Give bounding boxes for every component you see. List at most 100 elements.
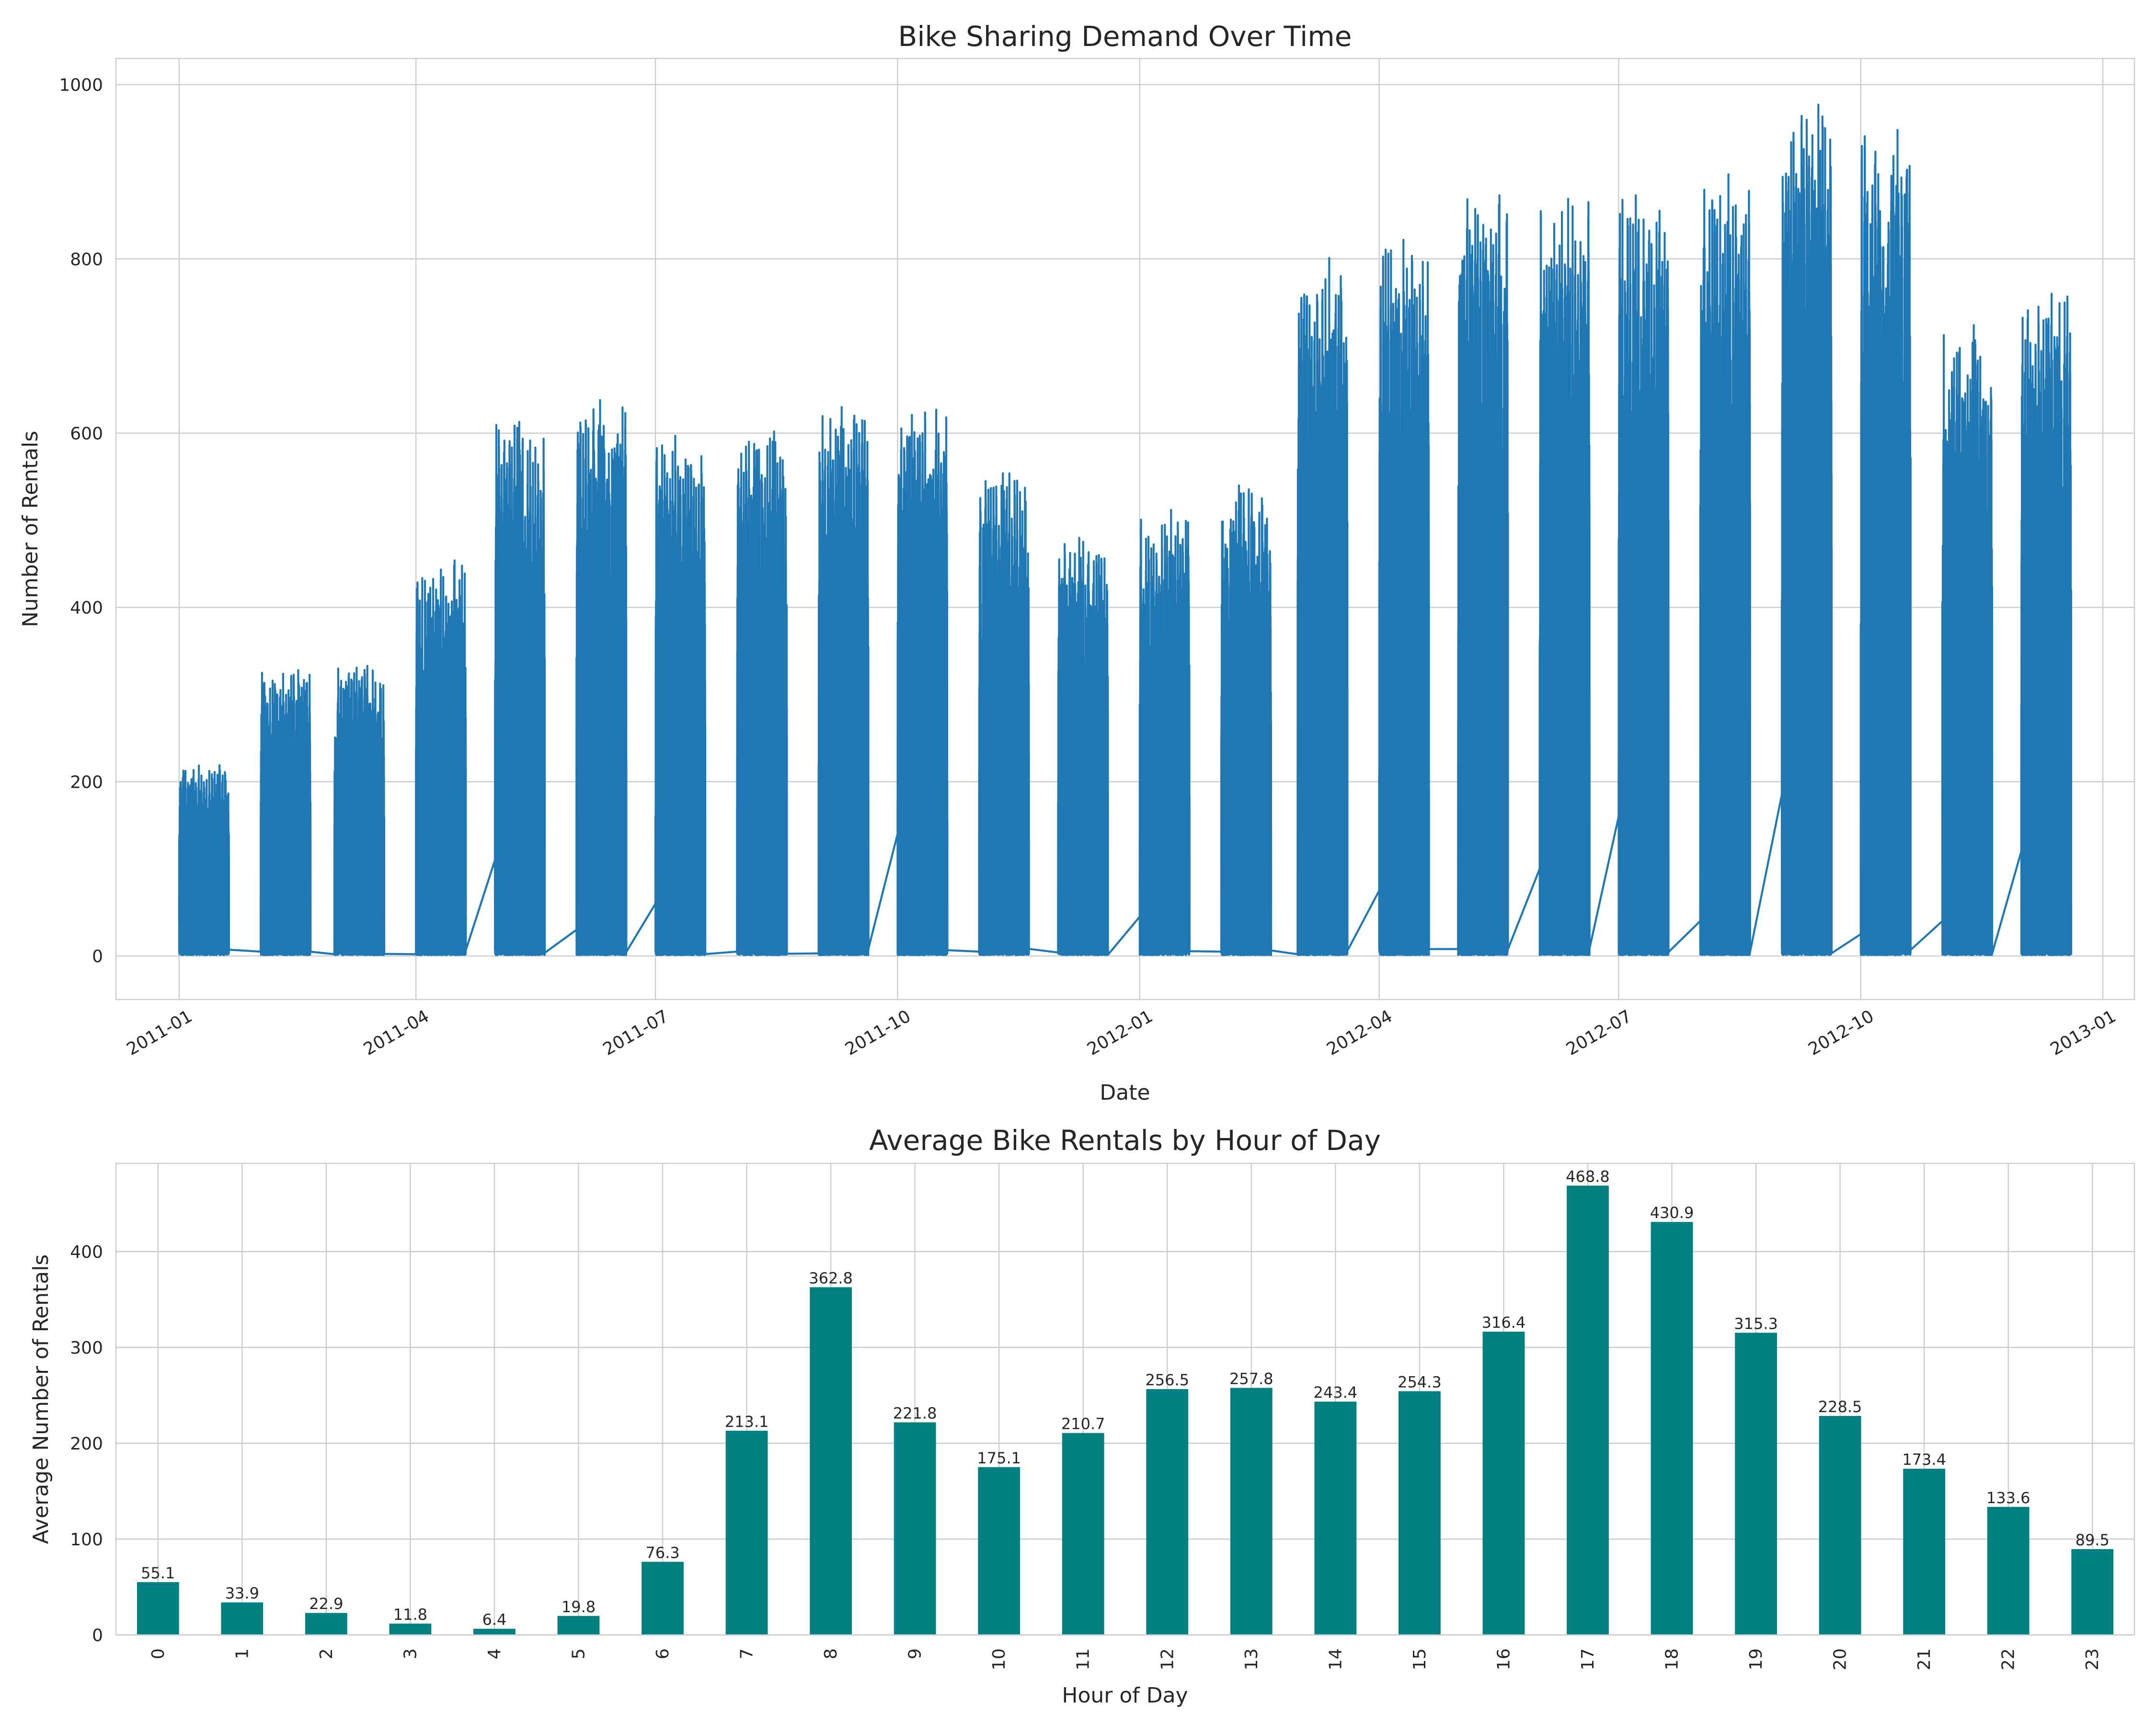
bar-data-label: 468.8 [1566, 1167, 1610, 1185]
bar-data-label: 315.3 [1734, 1314, 1778, 1333]
line-chart-frame [115, 58, 2135, 1000]
bar-hour-20 [1819, 1416, 1861, 1635]
bar-chart-x-label: Hour of Day [1062, 1683, 1188, 1708]
bar-hour-0 [137, 1582, 179, 1635]
bar-chart-frame [115, 1162, 2135, 1636]
bar-chart-y-tick-label: 100 [70, 1530, 103, 1550]
bar-chart-x-tick-label: 10 [989, 1648, 1009, 1670]
bar-chart-x-tick-label: 8 [821, 1648, 841, 1659]
bar-chart-x-tick-label: 11 [1074, 1648, 1093, 1670]
bar-hour-17 [1567, 1185, 1609, 1635]
bar-chart-y-ticks: 0 100 200 300 400 [70, 1242, 103, 1645]
bar-chart-x-tick-label: 22 [1999, 1648, 2018, 1670]
line-chart-y-tick-label: 200 [70, 772, 103, 792]
bar-chart-x-tick-label: 6 [653, 1648, 673, 1659]
bar-hour-16 [1482, 1332, 1525, 1635]
bar-chart-x-ticks: 0 1 2 3 4 5 6 7 8 9 10 11 12 13 14 15 16 17 18 19 20 21 22 23 [149, 1648, 2102, 1670]
bar-data-label: 55.1 [141, 1564, 175, 1582]
bar-chart-x-tick-label: 3 [401, 1648, 420, 1659]
line-chart-series-line [178, 104, 2072, 956]
bar-chart-y-tick-label: 300 [70, 1338, 103, 1358]
bar-hour-21 [1903, 1469, 1946, 1635]
bar-data-label: 257.8 [1229, 1369, 1273, 1388]
bar-hour-12 [1146, 1389, 1189, 1635]
bar-chart-x-tick-label: 14 [1326, 1648, 1345, 1670]
bar-hour-8 [810, 1287, 852, 1635]
bar-data-label: 316.4 [1482, 1313, 1526, 1332]
bar-hour-19 [1735, 1333, 1777, 1635]
bar-data-label: 11.8 [393, 1605, 427, 1623]
bar-chart-x-tick-label: 16 [1494, 1648, 1514, 1670]
line-chart-y-ticks: 0 200 400 600 800 1000 [59, 76, 103, 967]
line-chart-y-label: Number of Rentals [18, 431, 43, 627]
bar-hour-1 [221, 1602, 264, 1635]
bar-data-label: 19.8 [562, 1598, 596, 1616]
bar-hour-2 [305, 1613, 347, 1635]
bar-hour-18 [1651, 1222, 1693, 1635]
bar-data-label: 22.9 [309, 1595, 343, 1613]
bar-data-label: 430.9 [1650, 1204, 1694, 1222]
bar-hour-9 [894, 1422, 936, 1635]
bar-chart-x-tick-label: 2 [317, 1648, 336, 1659]
bar-data-label: 175.1 [977, 1449, 1021, 1467]
bar-hour-7 [725, 1430, 768, 1635]
bar-data-label: 89.5 [2076, 1531, 2110, 1549]
bar-chart-x-tick-label: 9 [906, 1648, 925, 1659]
line-chart-title: Bike Sharing Demand Over Time [898, 20, 1352, 53]
line-chart-y-tick-label: 1000 [59, 76, 103, 95]
bar-chart-x-tick-label: 1 [232, 1648, 252, 1659]
bar-data-label: 33.9 [225, 1584, 259, 1602]
bar-chart-x-tick-label: 23 [2083, 1648, 2102, 1670]
line-chart-y-tick-label: 400 [70, 598, 103, 618]
bar-chart-x-tick-label: 21 [1915, 1648, 1934, 1670]
bar-hour-14 [1314, 1402, 1357, 1635]
bar-hour-3 [389, 1623, 432, 1635]
bar-data-label: 243.4 [1314, 1383, 1358, 1402]
bar-chart-y-tick-label: 400 [70, 1242, 103, 1262]
bar-chart-y-tick-label: 0 [92, 1626, 103, 1645]
bar-chart-x-tick-label: 15 [1410, 1648, 1430, 1670]
bar-chart-x-tick-label: 12 [1158, 1648, 1177, 1670]
bar-chart-x-tick-label: 7 [737, 1648, 757, 1659]
bar-chart-data-labels: 55.1 33.9 22.9 11.8 6.4 19.8 76.3 213.1 362.8 221… [141, 1167, 2110, 1629]
line-chart-y-tick-label: 600 [70, 424, 103, 444]
bar-data-label: 133.6 [1986, 1489, 2030, 1507]
bar-data-label: 210.7 [1061, 1415, 1105, 1433]
bar-data-label: 256.5 [1145, 1371, 1189, 1389]
line-chart-series [178, 104, 2072, 956]
bar-chart-x-tick-label: 19 [1746, 1648, 1766, 1670]
bar-data-label: 254.3 [1398, 1373, 1442, 1391]
bar-data-label: 221.8 [893, 1404, 937, 1422]
bar-hour-10 [978, 1467, 1021, 1635]
bar-chart-x-tick-label: 20 [1831, 1648, 1850, 1670]
bar-chart-x-tick-label: 4 [485, 1648, 505, 1659]
bar-chart-x-tick-label: 18 [1663, 1648, 1682, 1670]
line-chart-y-tick-label: 800 [70, 250, 103, 269]
bar-data-label: 173.4 [1902, 1450, 1946, 1469]
bar-hour-11 [1062, 1433, 1104, 1635]
bar-hour-15 [1399, 1391, 1441, 1635]
bar-data-label: 228.5 [1818, 1398, 1862, 1416]
bar-chart-x-tick-label: 0 [149, 1648, 168, 1659]
bar-hour-23 [2071, 1549, 2114, 1635]
bar-hour-6 [642, 1562, 684, 1635]
line-chart-y-tick-label: 0 [92, 947, 103, 966]
bar-chart-x-tick-label: 5 [569, 1648, 588, 1659]
bar-data-label: 362.8 [809, 1269, 853, 1287]
bar-data-label: 76.3 [645, 1543, 679, 1562]
bar-chart-y-label: Average Number of Rentals [29, 1254, 53, 1544]
bar-hour-22 [1987, 1506, 2030, 1635]
bar-hour-5 [557, 1616, 600, 1635]
bar-hour-4 [473, 1629, 516, 1635]
bar-chart-x-tick-label: 13 [1242, 1648, 1261, 1670]
bar-chart-x-tick-label: 17 [1578, 1648, 1598, 1670]
bar-chart-title: Average Bike Rentals by Hour of Day [869, 1124, 1381, 1157]
bar-chart-y-tick-label: 200 [70, 1434, 103, 1454]
bar-chart: 55.133.922.911.8 6.419.876.3213.1362.8221… [29, 1124, 2135, 1708]
bar-data-label: 213.1 [725, 1413, 769, 1431]
line-chart-x-label: Date [1100, 1081, 1150, 1105]
bar-data-label: 6.4 [482, 1610, 506, 1629]
bar-chart-bars [137, 1185, 2114, 1635]
bar-hour-13 [1230, 1388, 1273, 1635]
